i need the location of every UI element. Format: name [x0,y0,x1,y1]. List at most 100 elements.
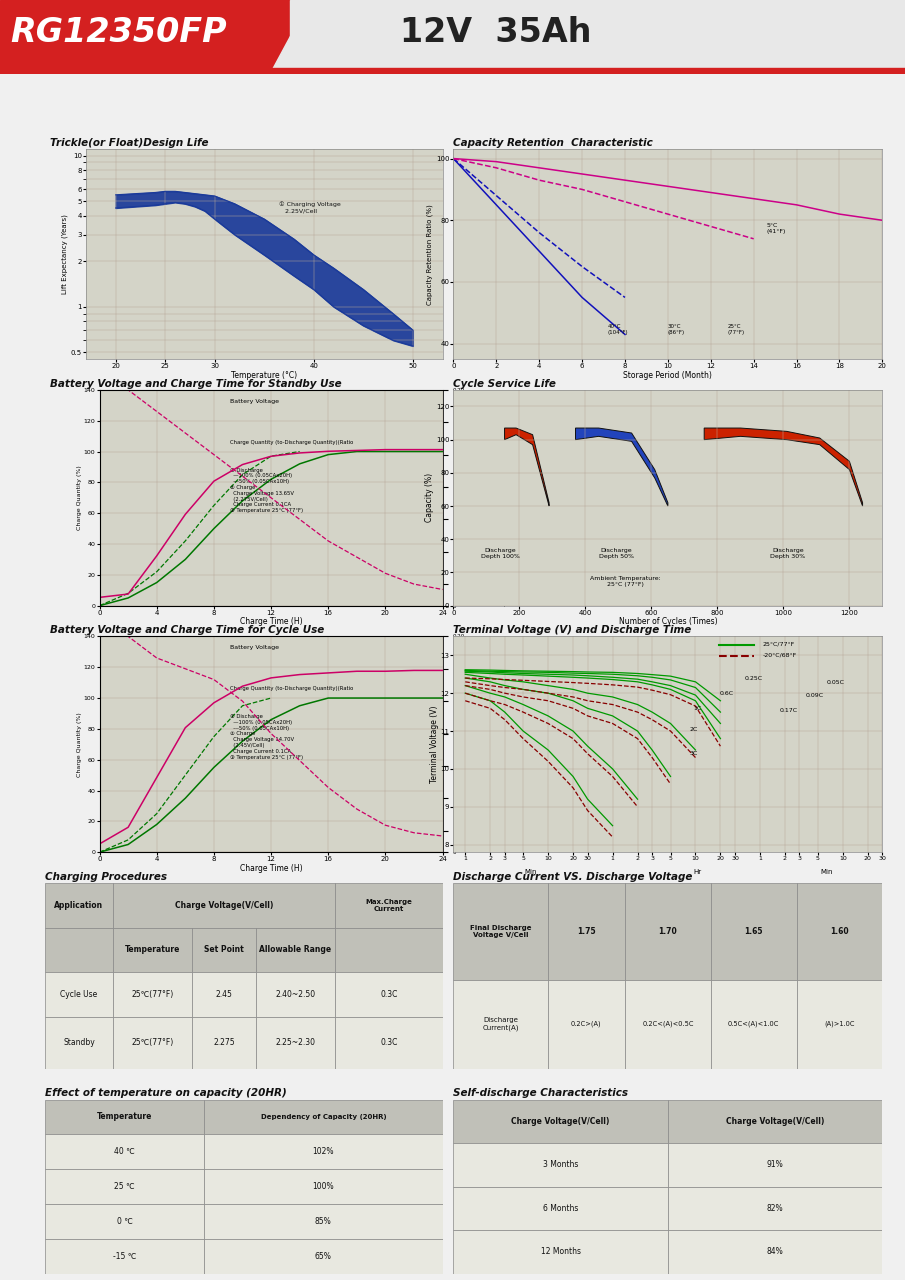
Bar [0,68,905,74]
Text: 40°C
(104°F): 40°C (104°F) [608,324,628,335]
Text: 25 ℃: 25 ℃ [114,1183,135,1192]
Text: 0.25C: 0.25C [745,676,763,681]
Bar [256,1016,335,1069]
Bar [113,928,192,973]
Text: Discharge
Depth 100%: Discharge Depth 100% [481,548,520,559]
Text: Charge Quantity (to-Discharge Quantity)(Ratio: Charge Quantity (to-Discharge Quantity)(… [230,440,353,445]
Text: Charge Quantity (to-Discharge Quantity)(Ratio: Charge Quantity (to-Discharge Quantity)(… [230,686,353,691]
Y-axis label: Capacity (%): Capacity (%) [425,474,434,522]
Bar [335,1016,443,1069]
Y-axis label: Battery Voltage (V)/Per Cell: Battery Voltage (V)/Per Cell [528,707,533,782]
Text: Temperature: Temperature [97,1112,152,1121]
Text: Dependency of Capacity (20HR): Dependency of Capacity (20HR) [261,1114,386,1120]
Bar [45,1204,205,1239]
Bar [710,883,796,979]
Bar [205,1134,443,1169]
Text: 1.75: 1.75 [577,927,595,936]
Text: 0.2C<(A)<0.5C: 0.2C<(A)<0.5C [643,1021,693,1028]
Text: 2C: 2C [690,727,698,732]
Bar [256,973,335,1016]
Text: 1.65: 1.65 [745,927,763,936]
Text: 0.6C: 0.6C [719,691,733,695]
Text: 0.5C<(A)<1.0C: 0.5C<(A)<1.0C [728,1021,779,1028]
Bar [45,973,113,1016]
Text: 25℃(77°F): 25℃(77°F) [131,989,174,998]
Text: Charging Procedures: Charging Procedures [45,872,167,882]
Text: 102%: 102% [312,1147,334,1156]
Bar [668,1187,882,1230]
Text: 2.25~2.30: 2.25~2.30 [275,1038,316,1047]
Text: -15 ℃: -15 ℃ [113,1252,137,1261]
Text: Discharge
Current(A): Discharge Current(A) [482,1018,519,1030]
Bar [668,1100,882,1143]
Text: Temperature: Temperature [125,946,180,955]
Text: Cycle Use: Cycle Use [61,989,98,998]
Y-axis label: Charge Current (CA): Charge Current (CA) [466,717,471,772]
Text: (A)>1.0C: (A)>1.0C [824,1021,854,1028]
X-axis label: Charge Time (H): Charge Time (H) [240,864,302,873]
Bar [45,1016,113,1069]
Bar [45,1100,205,1134]
Text: 25°C
(77°F): 25°C (77°F) [728,324,745,335]
Text: 0.3C: 0.3C [380,989,397,998]
Bar [256,928,335,973]
Y-axis label: Charge Quantity (%): Charge Quantity (%) [77,712,82,777]
Text: 5°C
(41°F): 5°C (41°F) [767,224,786,234]
Text: Trickle(or Float)Design Life: Trickle(or Float)Design Life [50,138,208,148]
Text: 0 ℃: 0 ℃ [117,1217,133,1226]
Text: 2.40~2.50: 2.40~2.50 [275,989,316,998]
Bar [205,1239,443,1274]
Bar [45,1169,205,1204]
Text: -20°C/68°F: -20°C/68°F [762,653,796,657]
Bar [548,979,625,1069]
Y-axis label: Charge Current (CA): Charge Current (CA) [466,470,471,526]
Bar [113,1016,192,1069]
Bar [205,1169,443,1204]
Bar [453,1143,668,1187]
Text: Cycle Service Life: Cycle Service Life [453,379,557,389]
Text: Self-discharge Characteristics: Self-discharge Characteristics [453,1088,628,1098]
Text: 25°C/77°F: 25°C/77°F [762,641,795,646]
Text: 2.275: 2.275 [214,1038,234,1047]
Text: 12V  35Ah: 12V 35Ah [400,15,592,49]
Text: Ambient Temperature:
25°C (77°F): Ambient Temperature: 25°C (77°F) [590,576,661,588]
Text: 3 Months: 3 Months [543,1161,578,1170]
Text: Terminal Voltage (V) and Discharge Time: Terminal Voltage (V) and Discharge Time [453,625,691,635]
Text: 84%: 84% [767,1247,784,1257]
Bar [335,973,443,1016]
Text: ① Discharge
  —100% (0.05CAx20H)
  ---50% (0.05CAx10H)
② Charge
  Charge Voltage: ① Discharge —100% (0.05CAx20H) ---50% (0… [230,714,303,760]
Text: 85%: 85% [315,1217,332,1226]
Text: Application: Application [54,901,103,910]
Polygon shape [576,428,668,506]
Text: Battery Voltage and Charge Time for Cycle Use: Battery Voltage and Charge Time for Cycl… [50,625,324,635]
Text: Allowable Range: Allowable Range [260,946,331,955]
Text: 91%: 91% [767,1161,784,1170]
Y-axis label: Lift Expectancy (Years): Lift Expectancy (Years) [62,214,68,294]
Text: 12 Months: 12 Months [540,1247,581,1257]
Polygon shape [505,428,549,506]
Text: 0.3C: 0.3C [380,1038,397,1047]
Bar [668,1230,882,1274]
Text: Final Discharge
Voltage V/Cell: Final Discharge Voltage V/Cell [470,924,531,938]
Text: Effect of temperature on capacity (20HR): Effect of temperature on capacity (20HR) [45,1088,287,1098]
X-axis label: Storage Period (Month): Storage Period (Month) [624,371,712,380]
Text: 40 ℃: 40 ℃ [114,1147,135,1156]
Text: 100%: 100% [312,1183,334,1192]
Text: Standby: Standby [63,1038,95,1047]
Bar [453,1100,668,1143]
Bar [192,1016,256,1069]
Text: Charge Voltage(V/Cell): Charge Voltage(V/Cell) [175,901,273,910]
Text: Charge Voltage(V/Cell): Charge Voltage(V/Cell) [511,1117,610,1126]
Bar [45,1134,205,1169]
Bar [453,979,548,1069]
Text: Battery Voltage: Battery Voltage [230,645,279,650]
Text: Battery Voltage: Battery Voltage [230,399,279,403]
Bar [335,928,443,973]
Text: Max.Charge
Current: Max.Charge Current [366,899,413,911]
Text: Hr: Hr [694,869,702,874]
Text: 0.17C: 0.17C [779,708,797,713]
Text: Min: Min [524,869,537,874]
Text: 1C: 1C [693,705,702,710]
Y-axis label: Capacity Retention Ratio (%): Capacity Retention Ratio (%) [426,204,433,305]
X-axis label: Charge Time (H): Charge Time (H) [240,617,302,626]
